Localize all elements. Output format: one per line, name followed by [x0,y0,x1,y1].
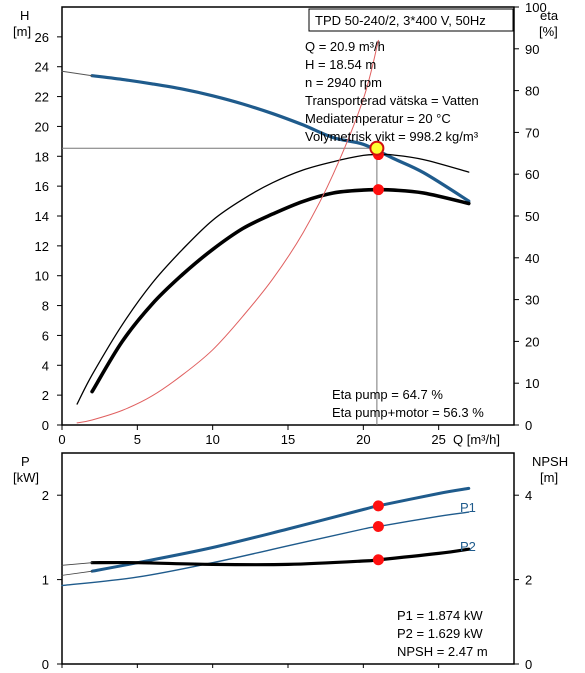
bottom-series-line-2 [90,547,471,567]
head-efficiency-chart: 0 5 10 15 20 25024681012141618202224260102030… [13,0,559,447]
right-y-tick-label: 80 [525,84,539,99]
x-tick-label: 5 [134,432,141,447]
chart-title-box [308,8,514,32]
left-y-tick-label: 24 [35,60,49,75]
bottom-ticks: 0 1 2 0 2 4 [42,488,532,672]
efficiency-marker-1 [372,184,384,196]
right-y-tick-label: 70 [525,125,539,140]
bottom-markers [372,500,384,566]
info-line-density: Volymetrisk vikt = 998.2 kg/m³ [305,129,479,144]
left-y-tick-label: 4 [42,358,49,373]
power-tick-label: 0 [42,657,49,672]
left-y-tick-label: 2 [42,388,49,403]
npsh-tick-label: 4 [525,488,532,503]
info-line-p2: P2 = 1.629 kW [397,626,483,641]
info-line-npsh: NPSH = 2.47 m [397,644,488,659]
bottom-left-axis-label-2: [kW] [13,470,39,485]
top-markers [369,140,385,196]
power-marker-1 [372,521,384,533]
x-tick-label: 0 [58,432,65,447]
top-series-line-2 [76,153,470,405]
operating-point-marker [369,140,385,156]
left-y-tick-label: 8 [42,299,49,314]
info-line-temperature: Mediatemperatur = 20 °C [305,111,451,126]
x-tick-label: 15 [281,432,295,447]
p2-series-label: P2 [460,539,476,554]
bottom-series-line-1 [61,511,470,587]
bottom-left-axis-label-1: P [21,454,30,469]
top-series-line-1 [61,70,93,77]
top-left-axis-label-2: [m] [13,24,31,39]
right-y-tick-label: 100 [525,0,547,15]
bottom-series-line-3 [61,562,93,566]
info-line-n: n = 2940 rpm [305,75,382,90]
left-y-tick-label: 26 [35,30,49,45]
left-y-tick-label: 14 [35,209,49,224]
left-y-tick-label: 12 [35,239,49,254]
bottom-series-line-0 [90,486,471,573]
power-marker-0 [372,500,384,512]
info-line-liquid: Transporterad vätska = Vatten [305,93,479,108]
power-npsh-chart: 0 1 2 0 2 4 P [kW] NPSH [m] P1 P2 P1 = 1.874 … [13,452,568,672]
info-line-h: H = 18.54 m [305,57,376,72]
top-left-axis-label-1: H [20,8,29,23]
left-y-tick-label: 20 [35,119,49,134]
left-y-tick-label: 18 [35,149,49,164]
info-line-p1: P1 = 1.874 kW [397,608,483,623]
right-y-tick-label: 30 [525,293,539,308]
left-y-tick-label: 22 [35,90,49,105]
left-y-tick-label: 0 [42,418,49,433]
power-tick-label: 1 [42,573,49,588]
right-y-tick-label: 90 [525,42,539,57]
npsh-tick-label: 2 [525,573,532,588]
right-y-tick-label: 40 [525,251,539,266]
p1-series-label: P1 [460,500,476,515]
x-tick-label: 25 [431,432,445,447]
right-y-tick-label: 50 [525,209,539,224]
top-series-line-0 [90,74,471,203]
right-y-tick-label: 20 [525,334,539,349]
chart-title: TPD 50-240/2, 3*400 V, 50Hz [315,13,486,28]
power-tick-label: 2 [42,488,49,503]
bottom-right-axis-label-2: [m] [540,470,558,485]
left-y-tick-label: 10 [35,269,49,284]
right-y-tick-label: 60 [525,167,539,182]
top-plot-frame [61,6,515,426]
top-right-axis-label-1: eta [540,8,559,23]
bottom-right-axis-label-1: NPSH [532,454,568,469]
top-series-line-4 [76,39,379,424]
npsh-marker-0 [372,554,384,566]
x-axis-label: Q [m³/h] [453,432,500,447]
top-curves [61,39,471,425]
info-line-q: Q = 20.9 m³/h [305,39,385,54]
eta-pump-label: Eta pump = 64.7 % [332,387,443,402]
bottom-curves [61,486,471,587]
left-y-tick-label: 16 [35,179,49,194]
eta-pump-motor-label: Eta pump+motor = 56.3 % [332,405,484,420]
npsh-tick-label: 0 [525,657,532,672]
left-y-tick-label: 6 [42,328,49,343]
right-y-tick-label: 10 [525,376,539,391]
x-tick-label: 10 [205,432,219,447]
top-series-line-3 [90,187,471,394]
right-y-tick-label: 0 [525,418,532,433]
top-right-axis-label-2: [%] [539,24,558,39]
x-tick-label: 20 [356,432,370,447]
top-ticks: 0 5 10 15 20 25024681012141618202224260102030… [35,0,547,447]
bottom-series-line-4 [61,570,93,576]
